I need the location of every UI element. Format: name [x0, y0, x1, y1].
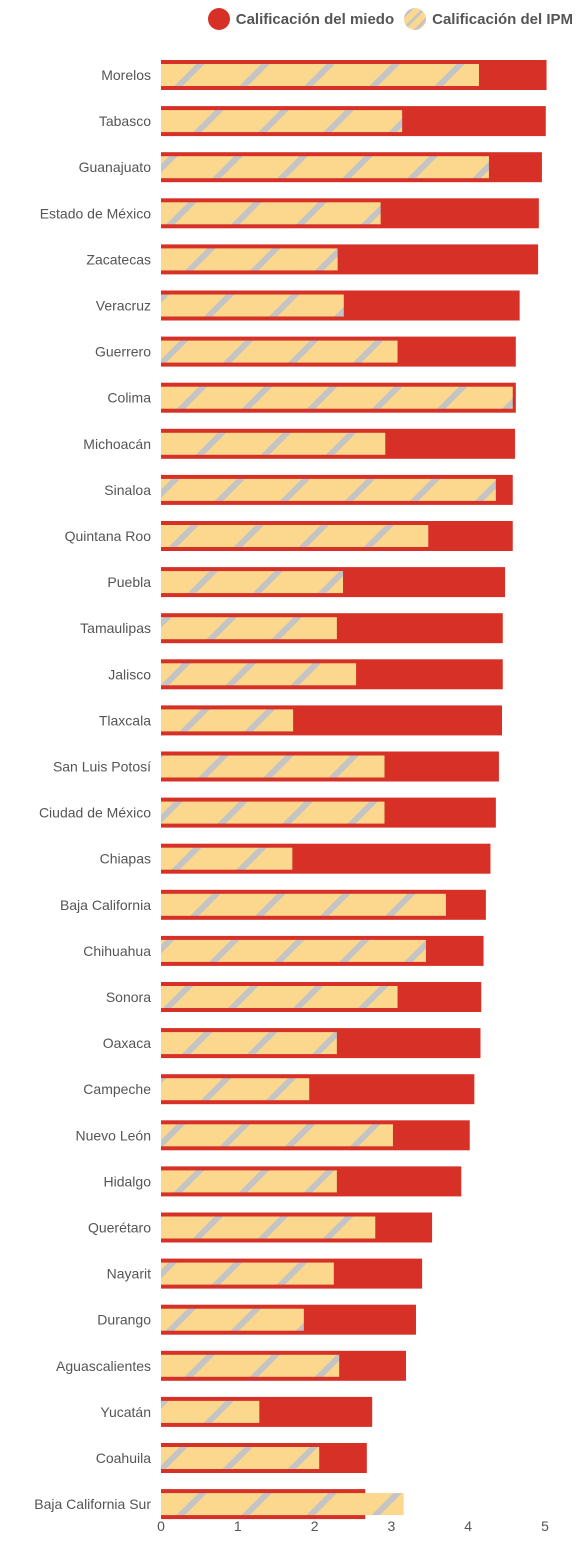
category-label-tamaulipas: Tamaulipas — [80, 620, 151, 636]
x-tick-label-0: 0 — [157, 1518, 165, 1534]
bar-ipm-baja-california[interactable] — [161, 893, 446, 916]
legend-swatch-ipm — [404, 8, 427, 30]
x-tick-label-4: 4 — [464, 1518, 472, 1534]
bar-ipm-guerrero[interactable] — [161, 340, 398, 363]
bar-ipm-nayarit[interactable] — [161, 1262, 334, 1285]
bar-ipm-tlaxcala[interactable] — [161, 709, 294, 732]
category-label-guerrero: Guerrero — [95, 344, 151, 360]
category-label-chiapas: Chiapas — [100, 851, 151, 867]
legend-label-ipm: Calificación del IPM — [432, 10, 573, 28]
category-label-puebla: Puebla — [107, 574, 151, 590]
bar-ipm-quintana-roo[interactable] — [161, 525, 429, 547]
bar-ipm-estado-de-mexico[interactable] — [161, 202, 381, 225]
bar-ipm-queretaro[interactable] — [161, 1216, 376, 1239]
category-label-chihuahua: Chihuahua — [83, 943, 151, 959]
bar-ipm-puebla[interactable] — [161, 571, 344, 594]
category-label-tabasco: Tabasco — [99, 113, 151, 129]
category-label-nuevo-leon: Nuevo León — [75, 1127, 151, 1143]
bar-ipm-colima[interactable] — [161, 386, 513, 409]
category-label-michoacan: Michoacán — [83, 436, 151, 452]
bar-ipm-aguascalientes[interactable] — [161, 1354, 340, 1377]
bar-ipm-chihuahua[interactable] — [161, 939, 426, 962]
legend: Calificación del miedo Calificación del … — [207, 8, 573, 30]
bar-ipm-san-luis-potosi[interactable] — [161, 755, 385, 778]
category-label-sinaloa: Sinaloa — [104, 482, 151, 498]
category-label-oaxaca: Oaxaca — [103, 1035, 151, 1051]
x-tick-label-3: 3 — [388, 1518, 396, 1534]
category-label-guanajuato: Guanajuato — [79, 159, 152, 175]
category-label-durango: Durango — [97, 1312, 151, 1328]
category-label-estado-de-mexico: Estado de México — [40, 205, 151, 221]
x-tick-label-2: 2 — [311, 1518, 319, 1534]
category-label-tlaxcala: Tlaxcala — [99, 712, 151, 728]
legend-label-miedo: Calificación del miedo — [235, 10, 395, 28]
category-label-yucatan: Yucatán — [100, 1404, 151, 1420]
bar-ipm-jalisco[interactable] — [161, 663, 357, 686]
category-label-quintana-roo: Quintana Roo — [65, 528, 152, 544]
category-label-sonora: Sonora — [106, 989, 151, 1005]
bar-ipm-ciudad-de-mexico[interactable] — [161, 801, 385, 824]
category-label-coahuila: Coahuila — [96, 1450, 151, 1466]
bar-ipm-sinaloa[interactable] — [161, 478, 496, 501]
bar-ipm-coahuila[interactable] — [161, 1447, 320, 1469]
x-tick-label-5: 5 — [541, 1518, 549, 1534]
bar-ipm-tabasco[interactable] — [161, 110, 403, 133]
category-label-morelos: Morelos — [101, 67, 151, 83]
bar-ipm-guanajuato[interactable] — [161, 156, 489, 179]
bar-ipm-oaxaca[interactable] — [161, 1032, 337, 1055]
bar-ipm-sonora[interactable] — [161, 986, 398, 1008]
bar-ipm-campeche[interactable] — [161, 1078, 310, 1101]
category-label-jalisco: Jalisco — [108, 666, 151, 682]
bar-ipm-hidalgo[interactable] — [161, 1170, 337, 1193]
bar-ipm-nuevo-leon[interactable] — [161, 1124, 393, 1147]
category-label-zacatecas: Zacatecas — [86, 251, 151, 267]
category-label-nayarit: Nayarit — [107, 1266, 151, 1282]
legend-item-ipm[interactable]: Calificación del IPM — [404, 8, 573, 30]
bar-ipm-durango[interactable] — [161, 1308, 304, 1331]
bar-ipm-veracruz[interactable] — [161, 294, 344, 317]
legend-item-miedo[interactable]: Calificación del miedo — [207, 8, 395, 30]
bar-ipm-chiapas[interactable] — [161, 847, 293, 870]
x-tick-label-1: 1 — [234, 1518, 242, 1534]
category-label-hidalgo: Hidalgo — [104, 1173, 152, 1189]
bar-ipm-zacatecas[interactable] — [161, 248, 338, 271]
bar-ipm-tamaulipas[interactable] — [161, 617, 337, 640]
category-label-colima: Colima — [107, 390, 151, 406]
category-label-veracruz: Veracruz — [96, 298, 151, 314]
category-label-aguascalientes: Aguascalientes — [56, 1358, 151, 1374]
category-label-ciudad-de-mexico: Ciudad de México — [39, 805, 151, 821]
bar-ipm-baja-california-sur[interactable] — [161, 1493, 404, 1516]
category-label-campeche: Campeche — [83, 1081, 151, 1097]
category-label-baja-california-sur: Baja California Sur — [34, 1496, 151, 1512]
bar-ipm-morelos[interactable] — [161, 64, 479, 86]
bar-ipm-yucatan[interactable] — [161, 1400, 260, 1423]
category-label-queretaro: Querétaro — [88, 1220, 151, 1236]
category-label-san-luis-potosi: San Luis Potosí — [53, 759, 151, 775]
bar-ipm-michoacan[interactable] — [161, 432, 386, 455]
category-label-baja-california: Baja California — [60, 897, 151, 913]
legend-swatch-miedo — [207, 8, 230, 30]
